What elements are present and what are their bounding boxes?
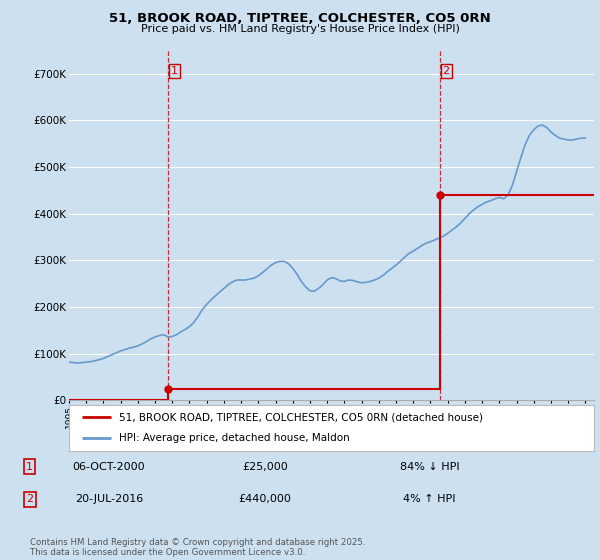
Text: 51, BROOK ROAD, TIPTREE, COLCHESTER, CO5 0RN (detached house): 51, BROOK ROAD, TIPTREE, COLCHESTER, CO5… bbox=[119, 412, 483, 422]
Text: 20-JUL-2016: 20-JUL-2016 bbox=[75, 494, 143, 505]
Text: Contains HM Land Registry data © Crown copyright and database right 2025.
This d: Contains HM Land Registry data © Crown c… bbox=[30, 538, 365, 557]
Text: £440,000: £440,000 bbox=[238, 494, 291, 505]
Text: 84% ↓ HPI: 84% ↓ HPI bbox=[400, 461, 459, 472]
Text: 1: 1 bbox=[171, 66, 178, 76]
Text: HPI: Average price, detached house, Maldon: HPI: Average price, detached house, Mald… bbox=[119, 433, 350, 444]
Text: £25,000: £25,000 bbox=[242, 461, 287, 472]
Text: 4% ↑ HPI: 4% ↑ HPI bbox=[403, 494, 455, 505]
Text: 2: 2 bbox=[26, 494, 33, 505]
Text: 06-OCT-2000: 06-OCT-2000 bbox=[73, 461, 145, 472]
Text: 51, BROOK ROAD, TIPTREE, COLCHESTER, CO5 0RN: 51, BROOK ROAD, TIPTREE, COLCHESTER, CO5… bbox=[109, 12, 491, 25]
Text: 2: 2 bbox=[443, 66, 449, 76]
Text: 1: 1 bbox=[26, 461, 33, 472]
Text: Price paid vs. HM Land Registry's House Price Index (HPI): Price paid vs. HM Land Registry's House … bbox=[140, 24, 460, 34]
